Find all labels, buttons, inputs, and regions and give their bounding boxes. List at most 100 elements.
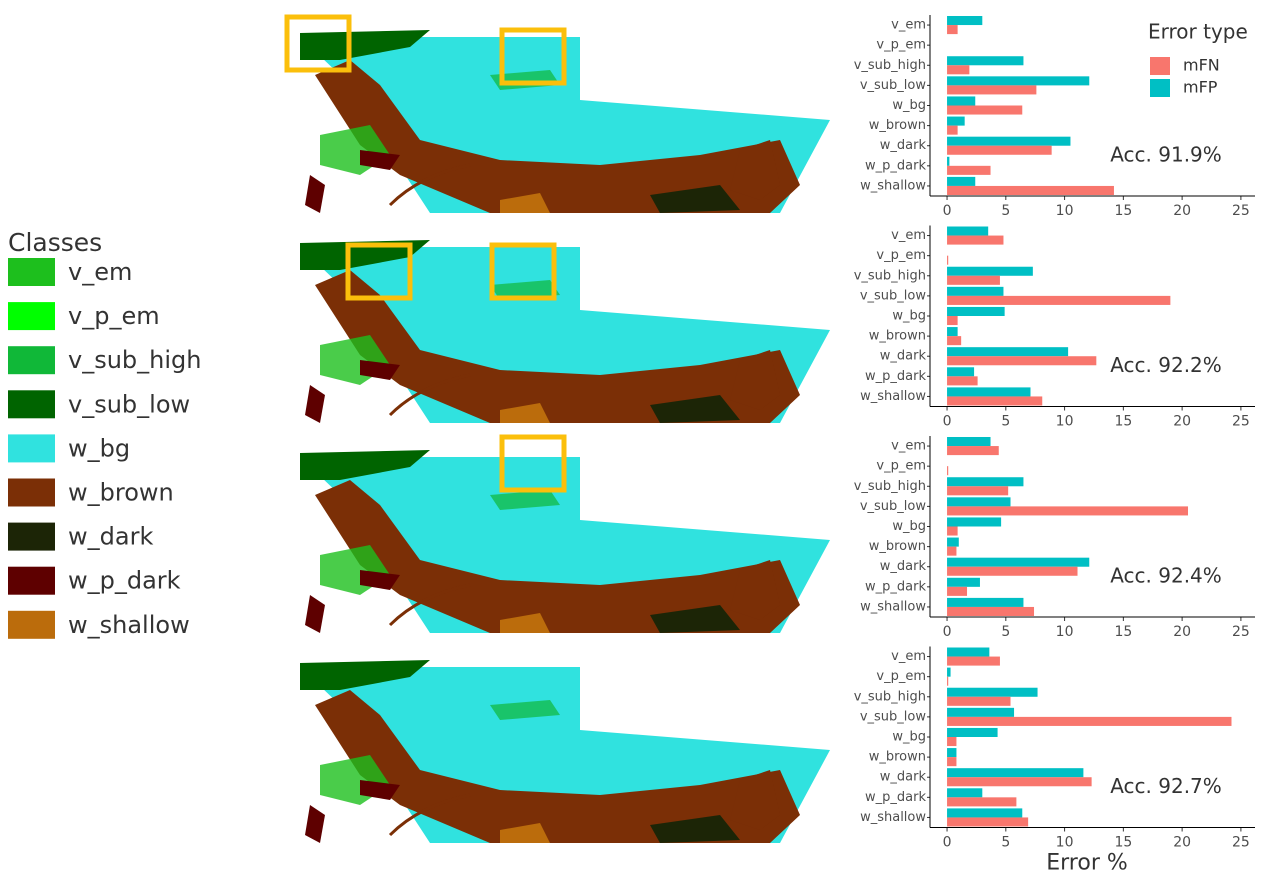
bar [947,657,1000,666]
y-tick-label: w_shallow [860,810,926,825]
annotation: Acc. 91.9% [1110,143,1222,167]
bar [947,446,999,455]
y-tick-label: v_sub_high [854,479,926,494]
bar [947,538,959,547]
bar [947,506,1188,515]
class-swatch [8,434,55,462]
y-tick-label: v_p_em [876,248,926,263]
bar [947,788,982,797]
bar [947,376,978,385]
bar [947,808,1022,817]
class-swatch [8,611,55,639]
y-tick-label: w_dark [880,349,927,364]
x-tick-label: 25 [1232,414,1250,430]
bar [947,166,990,175]
y-tick-label: w_shallow [860,178,926,193]
bar [947,347,1068,356]
x-tick-label: 15 [1114,414,1132,430]
y-tick-label: v_em [891,228,926,243]
x-tick-label: 10 [1056,414,1074,430]
class-swatch [8,258,55,286]
y-tick-label: w_dark [880,559,927,574]
bar [947,648,989,657]
y-tick-label: v_sub_high [854,268,926,283]
bar [947,677,948,686]
bar [947,517,1001,526]
bar [947,157,949,166]
bar [947,137,1070,146]
class-label: w_p_dark [68,567,181,595]
bar [947,477,1023,486]
class-label: v_sub_low [68,390,190,418]
class-swatch [8,567,55,595]
x-tick-label: 20 [1173,624,1191,640]
x-tick-label: 20 [1173,835,1191,851]
x-tick-label: 25 [1232,624,1250,640]
bar [947,356,1096,365]
y-tick-label: w_shallow [860,599,926,614]
y-tick-label: v_sub_low [860,499,927,514]
bar [947,607,1034,616]
x-tick-label: 0 [943,203,952,219]
bar [947,126,958,135]
map-panel [300,660,830,843]
bar [947,117,965,126]
y-tick-label: w_p_dark [865,369,926,384]
bar [947,296,1170,305]
y-tick-label: v_em [891,649,926,664]
y-tick-label: v_p_em [876,459,926,474]
annotation: Acc. 92.7% [1110,774,1222,798]
class-swatch [8,523,55,551]
bar [947,236,1003,245]
bar [947,486,1008,495]
x-tick-label: 5 [1001,624,1010,640]
bar [947,437,990,446]
bar [947,227,988,236]
y-tick-label: v_sub_high [854,689,926,704]
x-tick-label: 0 [943,624,952,640]
bar [947,96,975,105]
x-tick-label: 0 [943,414,952,430]
y-tick-label: w_bg [892,730,926,745]
class-label: v_sub_high [68,346,201,374]
y-tick-label: w_brown [869,750,926,765]
bar [947,396,1042,405]
bar [947,65,969,74]
legend-swatch [1150,57,1170,75]
bar [947,256,948,265]
y-tick-label: w_brown [869,329,926,344]
y-tick-label: w_bg [892,98,926,113]
bar [947,316,958,325]
class-label: w_dark [68,523,153,551]
y-tick-label: w_brown [869,118,926,133]
y-tick-label: v_sub_high [854,58,926,73]
y-tick-label: v_sub_low [860,709,927,724]
bar [947,146,1052,155]
bar [947,327,958,336]
y-tick-label: v_p_em [876,38,926,53]
class-label: w_bg [68,434,130,462]
x-tick-label: 0 [943,835,952,851]
annotation: Acc. 92.2% [1110,353,1222,377]
x-tick-label: 15 [1114,835,1132,851]
bar [947,307,1005,316]
bar [947,276,1000,285]
x-tick-label: 15 [1114,203,1132,219]
bar [947,56,1023,65]
y-tick-label: w_p_dark [865,579,926,594]
bar [947,387,1030,396]
x-tick-label: 10 [1056,835,1074,851]
x-tick-label: 20 [1173,414,1191,430]
x-tick-label: 20 [1173,203,1191,219]
annotation: Acc. 92.4% [1110,564,1222,588]
bar [947,497,1010,506]
bar [947,567,1077,576]
bar [947,757,956,766]
bar [947,708,1014,717]
y-tick-label: v_em [891,439,926,454]
class-swatch [8,346,55,374]
bar [947,287,1003,296]
bar [947,768,1083,777]
class-label: w_brown [68,479,174,507]
x-tick-label: 25 [1232,835,1250,851]
